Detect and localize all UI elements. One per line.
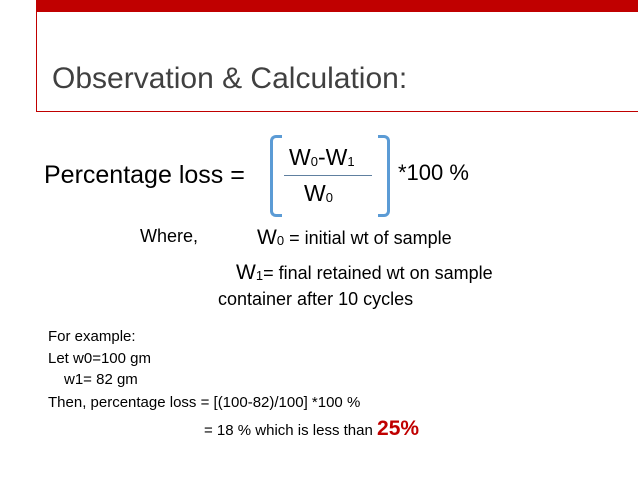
example-w0: Let w0=100 gm bbox=[48, 350, 151, 367]
header-accent-bar bbox=[36, 0, 638, 12]
left-bracket bbox=[270, 135, 282, 217]
definition-w1: W1= final retained wt on sample bbox=[236, 261, 493, 285]
formula-lhs: Percentage loss = bbox=[44, 161, 245, 190]
formula-numerator: W0-W1 bbox=[289, 144, 355, 171]
fraction-bar bbox=[284, 175, 372, 176]
example-result: = 18 % which is less than 25% bbox=[204, 417, 419, 441]
slide-title: Observation & Calculation: bbox=[52, 62, 407, 96]
definition-w1-continued: container after 10 cycles bbox=[218, 289, 413, 310]
formula-denominator: W0 bbox=[304, 180, 333, 207]
right-bracket bbox=[378, 135, 390, 217]
formula-multiplier: *100 % bbox=[398, 160, 469, 186]
title-underline bbox=[36, 111, 638, 112]
where-label: Where, bbox=[140, 226, 198, 247]
result-highlight: 25% bbox=[377, 417, 419, 440]
example-w1: w1= 82 gm bbox=[64, 371, 138, 388]
example-heading: For example: bbox=[48, 328, 136, 345]
definition-w0: W0 = initial wt of sample bbox=[257, 226, 452, 250]
title-left-rule bbox=[36, 12, 37, 112]
example-calculation: Then, percentage loss = [(100-82)/100] *… bbox=[48, 394, 360, 411]
